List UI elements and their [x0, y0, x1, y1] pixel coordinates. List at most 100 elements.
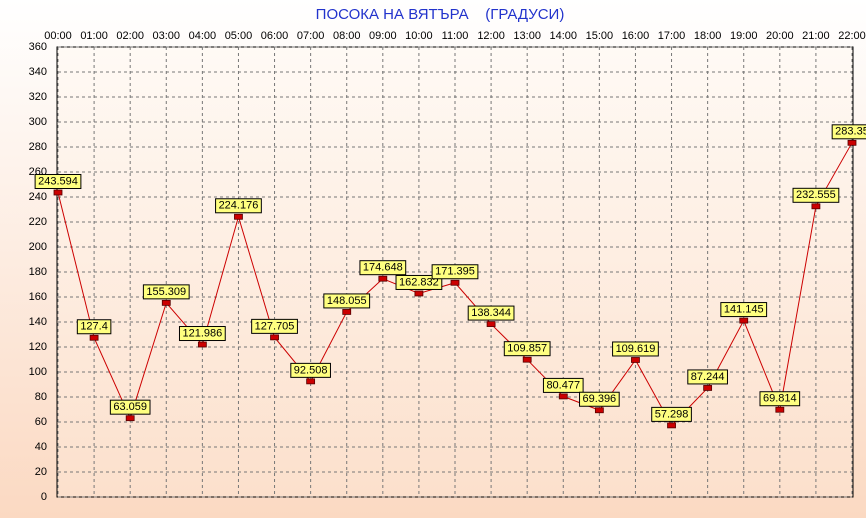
- data-label-box: [109, 399, 151, 415]
- data-label: 109.857: [507, 343, 547, 355]
- data-label-box: [142, 284, 190, 300]
- y-tick-label: 80: [35, 391, 47, 403]
- data-label-box: [503, 341, 551, 357]
- data-point: [161, 299, 171, 306]
- data-point: [414, 290, 424, 297]
- data-label: 92.508: [294, 364, 328, 376]
- data-label-box: [759, 391, 801, 407]
- x-tick-label: 13:00: [513, 30, 541, 42]
- data-label: 155.309: [146, 286, 186, 298]
- y-tick-label: 20: [35, 466, 47, 478]
- y-tick-label: 300: [29, 116, 47, 128]
- data-label: 109.619: [616, 343, 656, 355]
- data-label: 69.814: [763, 393, 797, 405]
- data-label-box: [178, 326, 226, 342]
- data-label: 174.648: [363, 262, 403, 274]
- data-point: [450, 279, 460, 286]
- data-point: [486, 321, 496, 327]
- data-label: 127.4: [80, 321, 108, 333]
- y-tick-label: 200: [29, 241, 47, 253]
- x-tick-label: 01:00: [80, 30, 108, 42]
- chart-title: ПОСОКА НА ВЯТЪРА (ГРАДУСИ): [316, 6, 565, 23]
- x-tick-label: 11:00: [442, 30, 469, 42]
- data-label-box: [467, 305, 515, 321]
- data-label-box: [323, 293, 371, 309]
- y-tick-label: 280: [29, 141, 47, 153]
- x-tick-label: 15:00: [586, 30, 614, 42]
- data-label-box: [359, 260, 407, 276]
- data-point: [306, 378, 316, 385]
- data-point: [234, 213, 243, 220]
- y-tick-label: 340: [29, 66, 47, 78]
- data-label: 87.244: [691, 371, 725, 383]
- data-label: 63.059: [113, 401, 147, 413]
- x-tick-label: 04:00: [189, 30, 217, 42]
- data-point: [667, 422, 676, 429]
- x-tick-label: 12:00: [477, 30, 505, 42]
- data-label-box: [542, 377, 584, 393]
- data-point: [703, 385, 713, 391]
- data-point: [89, 334, 99, 341]
- x-tick-label: 02:00: [116, 30, 144, 42]
- y-tick-label: 320: [29, 91, 47, 103]
- data-label-box: [651, 406, 692, 422]
- data-label-box: [792, 187, 840, 203]
- x-tick-label: 22:00: [838, 30, 866, 42]
- x-tick-label: 08:00: [333, 30, 361, 42]
- data-label-box: [290, 362, 331, 378]
- data-point: [197, 341, 207, 348]
- x-tick-label: 05:00: [225, 30, 253, 42]
- data-label: 127.705: [255, 320, 295, 332]
- data-label-box: [720, 302, 768, 318]
- y-tick-label: 120: [29, 341, 47, 353]
- data-point: [811, 203, 821, 210]
- data-label: 80.477: [546, 379, 580, 391]
- data-label: 162.832: [399, 276, 439, 288]
- data-label-box: [76, 319, 112, 335]
- x-tick-label: 09:00: [369, 30, 397, 42]
- x-tick-label: 17:00: [658, 30, 686, 42]
- data-point: [270, 334, 279, 341]
- x-tick-label: 19:00: [730, 30, 758, 42]
- data-label-box: [612, 341, 659, 357]
- x-tick-label: 14:00: [550, 30, 578, 42]
- x-tick-label: 03:00: [153, 30, 181, 42]
- data-label: 138.344: [471, 307, 511, 319]
- data-label-box: [34, 174, 82, 190]
- data-point: [558, 393, 568, 400]
- data-point: [522, 356, 532, 363]
- data-point: [378, 275, 388, 282]
- data-point: [342, 309, 352, 315]
- y-tick-label: 160: [29, 291, 47, 303]
- x-tick-label: 00:00: [44, 30, 72, 42]
- x-tick-label: 21:00: [802, 30, 830, 42]
- y-tick-label: 0: [41, 491, 47, 503]
- data-label-box: [687, 369, 728, 385]
- data-label: 224.176: [219, 200, 259, 212]
- data-label-box: [395, 274, 443, 290]
- x-tick-label: 07:00: [297, 30, 325, 42]
- y-tick-label: 220: [29, 216, 47, 228]
- y-tick-label: 60: [35, 416, 47, 428]
- data-label-box: [215, 198, 262, 214]
- y-tick-label: 40: [35, 441, 47, 453]
- data-point: [125, 415, 135, 422]
- data-point: [847, 139, 857, 146]
- data-label: 171.395: [435, 266, 475, 278]
- data-point: [53, 189, 63, 196]
- data-label-box: [831, 124, 866, 140]
- data-label-box: [579, 391, 620, 407]
- y-tick-label: 360: [29, 41, 47, 53]
- data-point: [594, 407, 604, 414]
- data-label: 243.594: [38, 175, 78, 187]
- data-label: 69.396: [583, 393, 617, 405]
- data-label: 121.986: [182, 327, 222, 339]
- data-point: [775, 406, 785, 413]
- y-tick-label: 140: [29, 316, 47, 328]
- data-label: 57.298: [655, 408, 689, 420]
- data-label: 283.35: [835, 126, 866, 138]
- data-point: [631, 357, 640, 363]
- y-tick-label: 100: [29, 366, 47, 378]
- data-point: [739, 317, 749, 324]
